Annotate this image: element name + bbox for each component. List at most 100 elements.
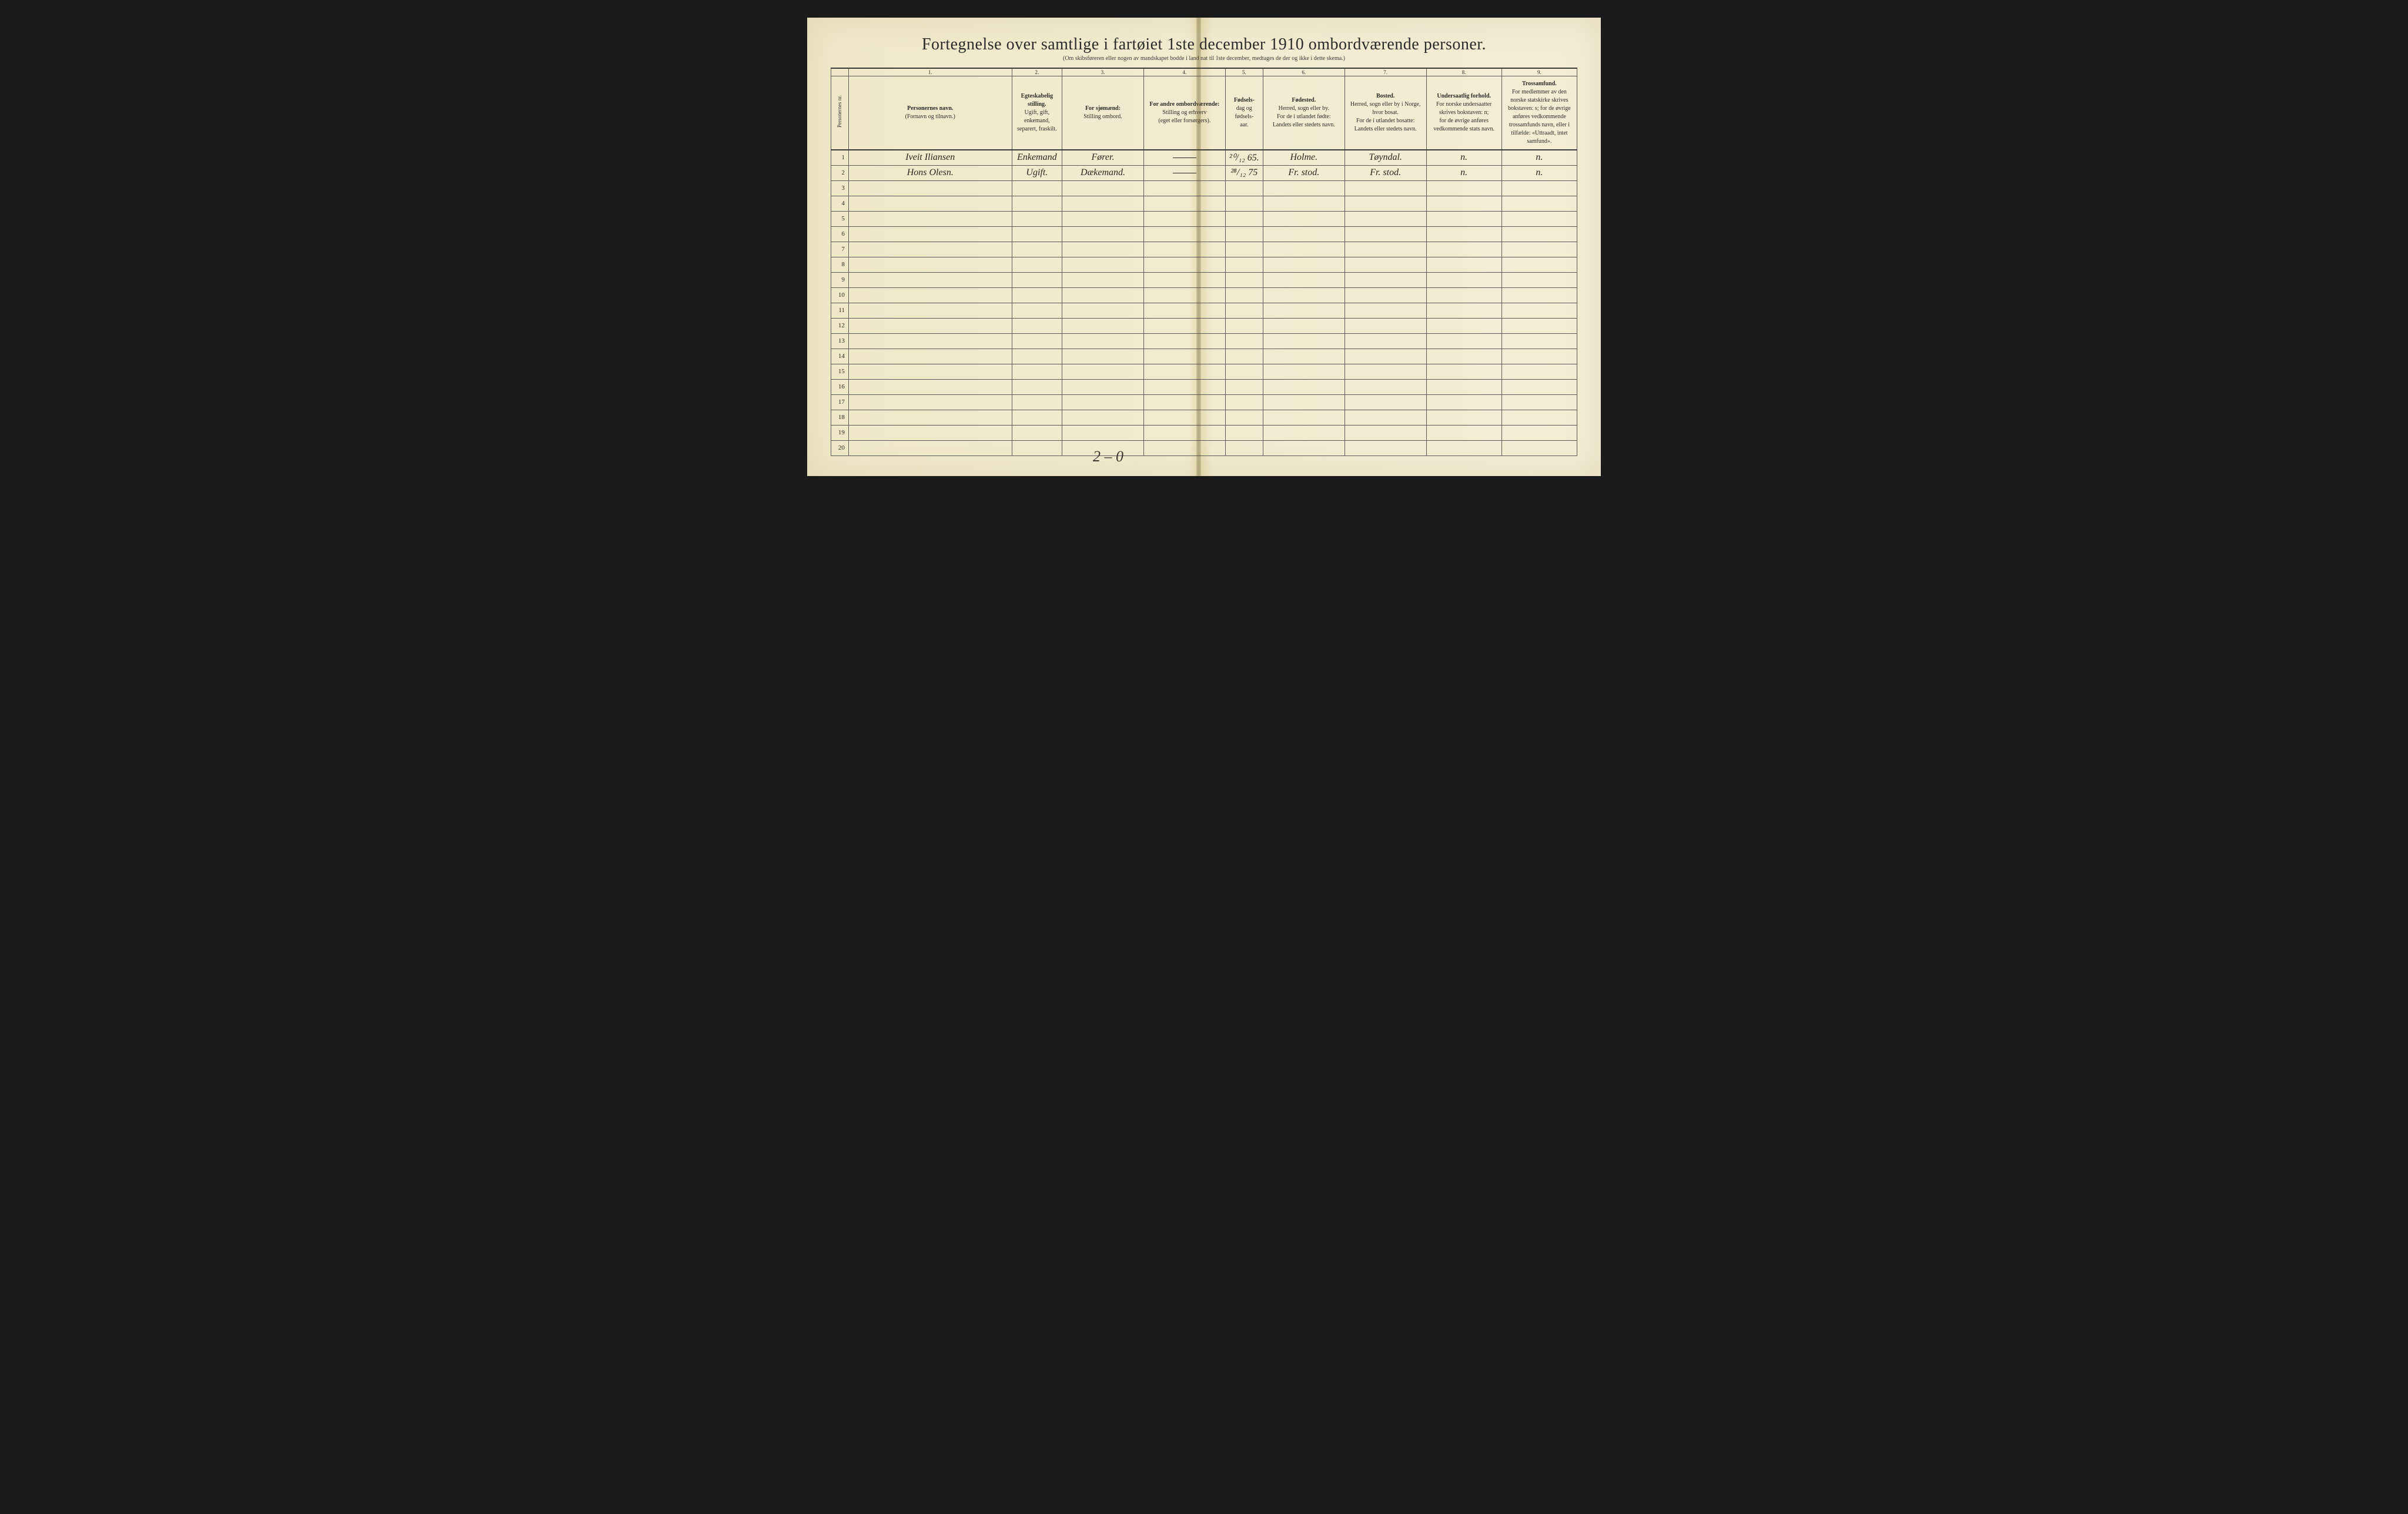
cell-num: 20 <box>831 440 849 455</box>
cell-num: 18 <box>831 410 849 425</box>
cell-num: 16 <box>831 379 849 394</box>
footer-annotation: 2 – 0 <box>1093 448 1123 465</box>
cell-nation <box>1426 226 1501 242</box>
cell-other <box>1143 226 1225 242</box>
table-row: 5 <box>831 211 1577 226</box>
cell-religion <box>1501 242 1577 257</box>
cell-residence <box>1345 349 1426 364</box>
cell-residence <box>1345 394 1426 410</box>
cell-birth <box>1225 394 1263 410</box>
table-row: 4 <box>831 196 1577 211</box>
cell-seaman <box>1062 226 1144 242</box>
cell-num: 4 <box>831 196 849 211</box>
cell-name <box>848 349 1012 364</box>
cell-residence <box>1345 180 1426 196</box>
cell-birth <box>1225 349 1263 364</box>
cell-num: 1 <box>831 150 849 165</box>
cell-seaman <box>1062 242 1144 257</box>
cell-religion <box>1501 196 1577 211</box>
cell-name <box>848 196 1012 211</box>
cell-name <box>848 303 1012 318</box>
cell-seaman <box>1062 333 1144 349</box>
table-head: 1. 2. 3. 4. 5. 6. 7. 8. 9. Personernes n… <box>831 68 1577 150</box>
cell-residence <box>1345 303 1426 318</box>
document-title: Fortegnelse over samtlige i fartøiet 1st… <box>831 35 1577 54</box>
cell-birth <box>1225 226 1263 242</box>
cell-num: 5 <box>831 211 849 226</box>
cell-religion <box>1501 364 1577 379</box>
cell-status <box>1012 318 1062 333</box>
cell-name <box>848 440 1012 455</box>
cell-birthplace <box>1263 364 1345 379</box>
cell-birthplace <box>1263 394 1345 410</box>
cell-birthplace <box>1263 196 1345 211</box>
cell-status <box>1012 287 1062 303</box>
cell-name <box>848 318 1012 333</box>
cell-status <box>1012 364 1062 379</box>
cell-name <box>848 180 1012 196</box>
cell-other <box>1143 303 1225 318</box>
cell-religion <box>1501 410 1577 425</box>
cell-residence: Fr. stod. <box>1345 165 1426 180</box>
cell-residence <box>1345 379 1426 394</box>
header-religion: Trossamfund.For medlemmer av den norske … <box>1501 76 1577 150</box>
page-wrapper: Fortegnelse over samtlige i fartøiet 1st… <box>798 12 1610 500</box>
cell-other <box>1143 394 1225 410</box>
cell-birthplace <box>1263 180 1345 196</box>
cell-num: 15 <box>831 364 849 379</box>
cell-status <box>1012 394 1062 410</box>
cell-residence: Tøyndal. <box>1345 150 1426 165</box>
cell-status <box>1012 211 1062 226</box>
cell-other <box>1143 333 1225 349</box>
cell-religion <box>1501 180 1577 196</box>
cell-name <box>848 410 1012 425</box>
cell-religion <box>1501 303 1577 318</box>
cell-religion <box>1501 226 1577 242</box>
cell-religion <box>1501 425 1577 440</box>
census-table: 1. 2. 3. 4. 5. 6. 7. 8. 9. Personernes n… <box>831 68 1577 456</box>
cell-birthplace <box>1263 303 1345 318</box>
cell-num: 17 <box>831 394 849 410</box>
cell-nation: n. <box>1426 165 1501 180</box>
cell-seaman <box>1062 394 1144 410</box>
table-row: 15 <box>831 364 1577 379</box>
census-document: Fortegnelse over samtlige i fartøiet 1st… <box>807 18 1601 476</box>
cell-seaman: Fører. <box>1062 150 1144 165</box>
header-birthplace: Fødested.Herred, sogn eller by.For de i … <box>1263 76 1345 150</box>
cell-birthplace: Holme. <box>1263 150 1345 165</box>
cell-seaman: Dækemand. <box>1062 165 1144 180</box>
cell-nation <box>1426 364 1501 379</box>
cell-other <box>1143 318 1225 333</box>
cell-other <box>1143 364 1225 379</box>
table-row: 8 <box>831 257 1577 272</box>
cell-seaman <box>1062 410 1144 425</box>
cell-status <box>1012 425 1062 440</box>
cell-name: Hons Olesn. <box>848 165 1012 180</box>
cell-name <box>848 333 1012 349</box>
cell-birth <box>1225 318 1263 333</box>
cell-name <box>848 257 1012 272</box>
cell-seaman <box>1062 196 1144 211</box>
cell-status <box>1012 303 1062 318</box>
header-person-nr: Personernes nr. <box>831 76 849 150</box>
cell-seaman <box>1062 180 1144 196</box>
cell-nation <box>1426 379 1501 394</box>
cell-birthplace <box>1263 211 1345 226</box>
cell-status <box>1012 349 1062 364</box>
cell-num: 11 <box>831 303 849 318</box>
cell-name <box>848 211 1012 226</box>
cell-nation <box>1426 180 1501 196</box>
cell-birth <box>1225 196 1263 211</box>
cell-seaman <box>1062 272 1144 287</box>
cell-num: 14 <box>831 349 849 364</box>
cell-status <box>1012 379 1062 394</box>
cell-num: 12 <box>831 318 849 333</box>
cell-residence <box>1345 257 1426 272</box>
cell-birthplace <box>1263 287 1345 303</box>
cell-birthplace <box>1263 333 1345 349</box>
cell-other <box>1143 379 1225 394</box>
colnum-2: 2. <box>1012 68 1062 76</box>
cell-nation <box>1426 272 1501 287</box>
cell-birth <box>1225 272 1263 287</box>
cell-nation <box>1426 257 1501 272</box>
